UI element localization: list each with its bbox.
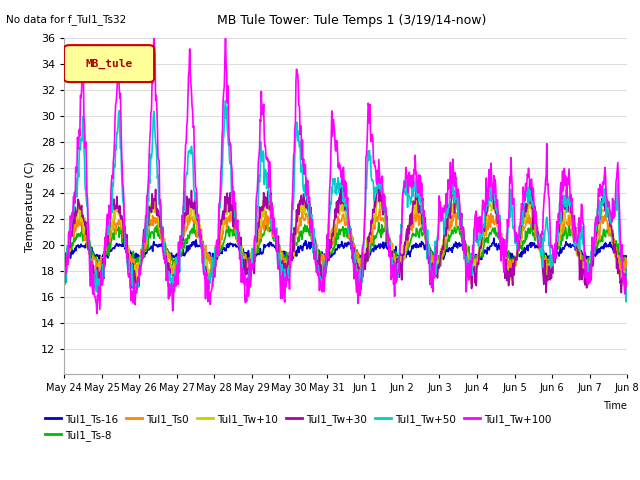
Y-axis label: Temperature (C): Temperature (C) [25, 161, 35, 252]
Legend: Tul1_Ts-16, Tul1_Ts-8, Tul1_Ts0, Tul1_Tw+10, Tul1_Tw+30, Tul1_Tw+50, Tul1_Tw+100: Tul1_Ts-16, Tul1_Ts-8, Tul1_Ts0, Tul1_Tw… [41, 410, 556, 445]
Text: MB Tule Tower: Tule Temps 1 (3/19/14-now): MB Tule Tower: Tule Temps 1 (3/19/14-now… [218, 14, 486, 27]
FancyBboxPatch shape [64, 45, 154, 82]
Text: MB_tule: MB_tule [85, 59, 132, 69]
Text: No data for f_Tul1_Ts32: No data for f_Tul1_Ts32 [6, 14, 127, 25]
Text: Time: Time [604, 401, 627, 411]
